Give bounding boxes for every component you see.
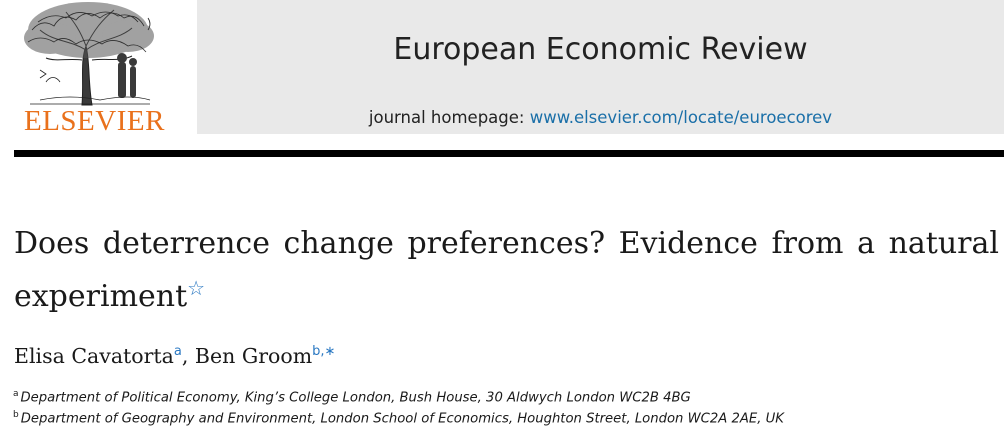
- affiliation-text: Department of Political Economy, King’s …: [20, 390, 691, 406]
- affiliation-a: a Department of Political Economy, King’s…: [13, 384, 691, 408]
- journal-header: ELSEVIER European Economic Review journa…: [0, 0, 1004, 160]
- elsevier-wordmark: ELSEVIER: [24, 105, 165, 137]
- journal-title[interactable]: European Economic Review: [393, 32, 808, 67]
- tree-emblem-icon: [24, 2, 154, 106]
- journal-homepage: journal homepage: www.elsevier.com/locat…: [197, 106, 1004, 130]
- journal-banner: European Economic Review journal homepag…: [197, 0, 1004, 134]
- author-affiliation-mark[interactable]: b,∗: [312, 344, 336, 359]
- elsevier-logo[interactable]: ELSEVIER: [10, 0, 170, 138]
- author-name[interactable]: Ben Groom: [194, 343, 313, 368]
- affiliation-text: Department of Geography and Environment,…: [20, 411, 784, 427]
- title-footnote-star-icon[interactable]: ☆: [187, 276, 206, 300]
- homepage-label: journal homepage:: [368, 108, 525, 127]
- article-title: Does deterrence change preferences? Evid…: [14, 222, 999, 319]
- article-title-text: Does deterrence change preferences? Evid…: [14, 226, 999, 314]
- homepage-link[interactable]: www.elsevier.com/locate/euroecorev: [529, 108, 833, 127]
- author-list: Elisa Cavatortaa, Ben Groomb,∗: [14, 337, 335, 371]
- author-separator: ,: [181, 343, 189, 368]
- affiliation-b: b Department of Geography and Environment…: [13, 405, 784, 429]
- header-divider: [14, 150, 1004, 157]
- affiliation-mark: b: [13, 410, 19, 420]
- affiliation-mark: a: [13, 389, 19, 399]
- author-name[interactable]: Elisa Cavatorta: [14, 343, 174, 368]
- author-affiliation-mark[interactable]: a: [173, 344, 182, 359]
